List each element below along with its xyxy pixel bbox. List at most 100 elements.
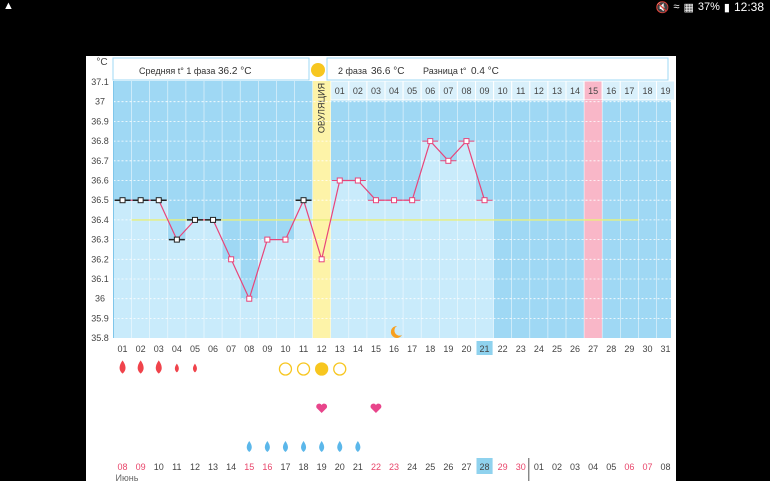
calendar-date-label: 09 [136,462,146,472]
cycle-day-label: 07 [226,344,236,354]
today-date-highlight [476,458,493,474]
temperature-point[interactable] [372,197,379,204]
ovulation-test-icon[interactable] [278,362,293,376]
phase2-summary-box [326,57,669,81]
ovulation-test-icon[interactable] [314,362,329,376]
intercourse-heart-icon[interactable] [316,403,328,413]
y-tick-label: 36 [95,294,105,304]
calendar-date-label: 20 [335,462,345,472]
cycle-day-label: 18 [425,344,435,354]
temperature-bar [475,200,494,338]
temperature-chart[interactable]: °C Средняя t° 1 фаза 36.2 °C 2 фаза 36.6 °C Р… [86,56,676,481]
bbt-chart-panel[interactable]: °C Средняя t° 1 фаза 36.2 °C 2 фаза 36.6 °C Р… [86,56,676,481]
discharge-drop-icon[interactable] [355,441,361,452]
menses-drop-icon[interactable] [119,360,126,374]
phase2-label: 2 фаза [338,66,367,76]
calendar-date-label: 30 [516,462,526,472]
temperature-point[interactable] [264,236,271,243]
calendar-date-label: 28 [480,462,490,472]
calendar-date-label: 22 [371,462,381,472]
y-tick-label: 37 [95,97,105,107]
cycle-day-label: 15 [371,344,381,354]
temperature-point[interactable] [210,216,217,223]
calendar-date-label: 08 [661,462,671,472]
phase2-value: 36.6 °C [371,66,404,77]
cycle-day-label: 29 [624,344,634,354]
calendar-date-label: 03 [570,462,580,472]
calendar-date-label: 11 [172,462,181,472]
temperature-point[interactable] [282,236,289,243]
temperature-bar [276,239,295,338]
calendar-date-label: 17 [280,462,290,472]
month-label: Июнь [116,473,139,481]
calendar-date-label: 06 [624,462,634,472]
ovulation-column [312,81,331,338]
temperature-point[interactable] [191,216,198,223]
temperature-bar [240,298,259,338]
calendar-date-label: 12 [190,462,200,472]
menses-drop-icon[interactable] [192,363,197,373]
cycle-day-label: 09 [262,344,272,354]
phase1-value: 36.2 °C [218,66,251,77]
highlight-column [584,100,603,338]
temperature-point[interactable] [427,138,434,145]
ovulation-test-icon[interactable] [333,362,347,376]
moon-icon [390,325,403,338]
temperature-point[interactable] [336,177,343,184]
y-tick-label: 37.1 [91,77,109,87]
temperature-point[interactable] [445,157,452,164]
temperature-point[interactable] [318,256,325,263]
discharge-drop-icon[interactable] [319,441,325,452]
discharge-drop-icon[interactable] [264,441,270,452]
discharge-drop-icon[interactable] [246,441,252,452]
calendar-date-label: 19 [317,462,327,472]
ovulation-test-icon[interactable] [296,362,311,376]
discharge-drop-icon[interactable] [301,441,307,452]
menses-drop-icon[interactable] [174,363,179,373]
phase2-day-label: 09 [480,86,490,96]
y-tick-label: 36.2 [91,254,109,264]
menses-drop-icon[interactable] [155,360,162,374]
temperature-point[interactable] [354,177,361,184]
discharge-drop-icon[interactable] [337,441,343,452]
calendar-date-label: 10 [154,462,164,472]
cycle-day-label: 19 [443,344,453,354]
signal-icon: ▦ [683,1,694,14]
temperature-point[interactable] [173,236,180,243]
ovulation-sun-icon [311,63,325,77]
temperature-point[interactable] [463,138,470,145]
temperature-point[interactable] [481,197,488,204]
phase1-label: Средняя t° 1 фаза [139,66,215,76]
temperature-point[interactable] [137,197,144,204]
battery-icon: ▮ [723,1,730,14]
y-tick-label: 35.9 [91,313,109,323]
cycle-day-label: 08 [244,344,254,354]
cycle-day-label: 01 [118,344,128,354]
phase2-day-label: 11 [516,86,525,96]
temperature-point[interactable] [409,197,416,204]
phase2-day-label: 08 [461,86,471,96]
calendar-date-label: 15 [244,462,254,472]
temperature-point[interactable] [391,197,398,204]
calendar-date-label: 16 [262,462,272,472]
cycle-day-label: 14 [353,344,363,354]
menses-drop-icon[interactable] [137,360,144,374]
cycle-day-label: 05 [190,344,200,354]
phase2-day-label: 18 [642,86,652,96]
cycle-day-label: 16 [389,344,399,354]
cycle-day-label: 10 [280,344,290,354]
phase1-summary-box [112,57,310,81]
temperature-bar [294,200,313,338]
intercourse-heart-icon[interactable] [370,403,382,413]
cycle-day-label: 27 [588,344,598,354]
cycle-day-label: 12 [317,344,327,354]
temperature-point[interactable] [300,197,307,204]
temperature-point[interactable] [155,197,162,204]
discharge-drop-icon[interactable] [282,441,288,452]
temperature-point[interactable] [119,197,126,204]
cycle-day-label: 28 [606,344,616,354]
temperature-point[interactable] [228,256,235,263]
temperature-point[interactable] [246,295,253,302]
phase2-day-label: 13 [552,86,562,96]
phase2-day-label: 03 [371,86,381,96]
